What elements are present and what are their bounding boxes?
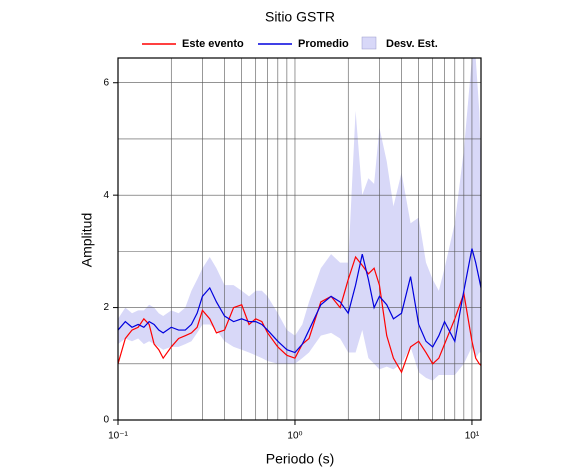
legend-label: Desv. Est. [386,38,438,50]
plot [118,58,481,420]
x-tick-label: 10⁻¹ [108,431,128,442]
x-axis-label: Periodo (s) [266,451,334,467]
y-tick-label: 0 [103,415,109,426]
x-tick-label: 10¹ [465,431,480,442]
legend-label: Este evento [182,38,244,50]
y-axis-label: Amplitud [79,213,95,267]
x-tick-label: 10⁰ [287,431,302,442]
series-line [118,255,481,374]
y-tick-label: 2 [103,302,109,313]
series-line [118,248,481,354]
chart-title: Sitio GSTR [265,9,335,25]
plot-frame [117,57,482,421]
legend-label: Promedio [298,38,349,50]
legend-swatch [361,36,377,50]
std-band [118,58,481,381]
y-tick-label: 4 [103,190,109,201]
y-tick-label: 6 [103,77,109,88]
